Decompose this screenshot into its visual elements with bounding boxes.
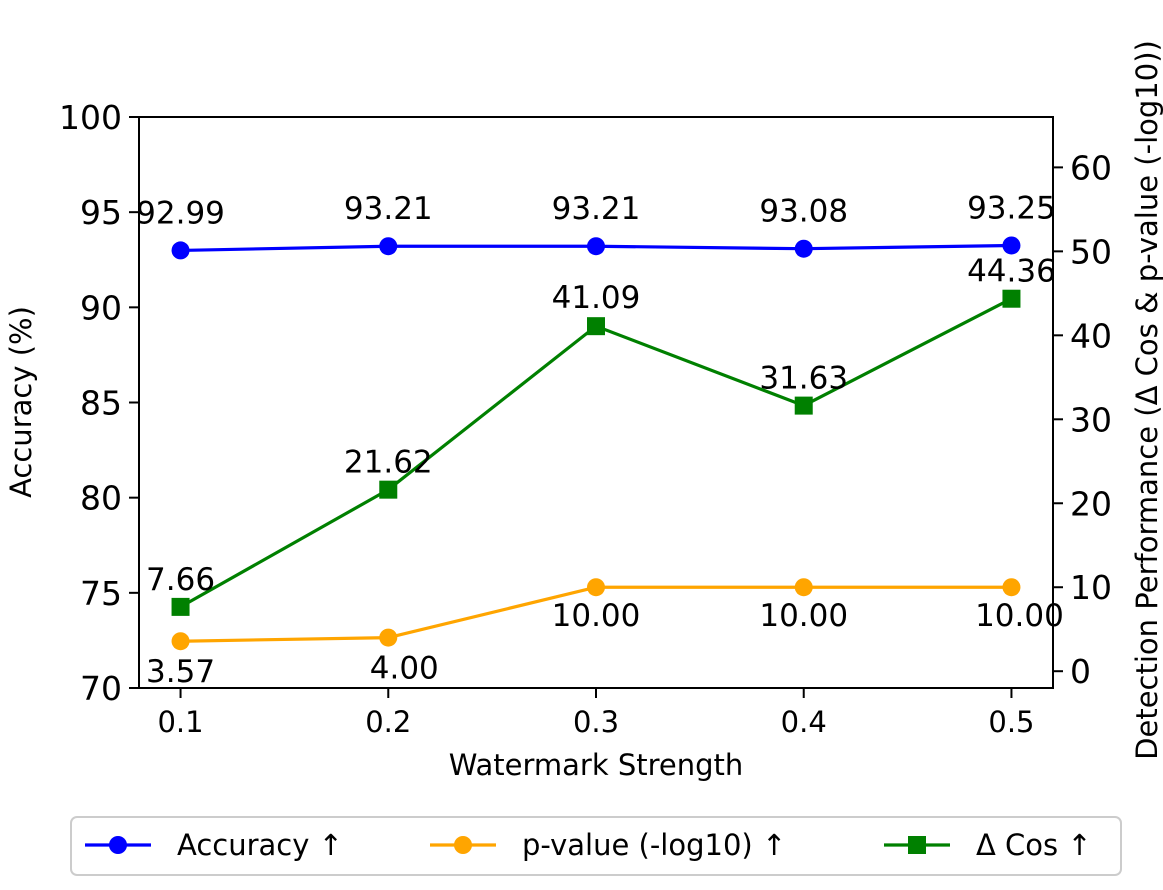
- y2-tick-label: 50: [1070, 232, 1112, 271]
- series-1-point: [379, 628, 398, 647]
- series-1-data-label: 4.00: [370, 651, 439, 687]
- y2-tick-label: 10: [1070, 568, 1112, 607]
- y2-tick-label: 40: [1070, 316, 1112, 355]
- legend: Accuracy ↑ p-value (-log10) ↑ Δ Cos ↑: [70, 816, 1122, 876]
- x-tick-label: 0.5: [988, 705, 1034, 739]
- series-1-point: [587, 578, 605, 597]
- y2-tick-label: 30: [1070, 400, 1112, 439]
- series-2-point: [1002, 289, 1021, 308]
- series-1-data-label: 10.00: [975, 598, 1064, 634]
- series-0-point: [379, 237, 398, 256]
- y-tick-label: 95: [80, 193, 122, 232]
- legend-swatch-marker: [454, 836, 472, 854]
- y-axis-left-title: Accuracy (%): [4, 306, 38, 498]
- series-0-point: [794, 239, 813, 258]
- series-0-point: [587, 237, 605, 256]
- y-axis-right-title: Detection Performance (Δ Cos & p-value (…: [1130, 40, 1163, 760]
- y-axis-right: 0 10 20 30 40 50 60: [1053, 148, 1112, 691]
- series-0-data-label: 93.21: [552, 191, 641, 227]
- series-1-data-label: 3.57: [146, 654, 215, 690]
- y-tick-label: 80: [80, 479, 122, 518]
- series-1-data-label: 10.00: [552, 598, 641, 634]
- series-1-point: [1002, 578, 1021, 597]
- series-2-point: [794, 396, 813, 415]
- legend-swatch-marker: [908, 836, 926, 854]
- y2-tick-label: 20: [1070, 484, 1112, 523]
- series-2-point: [379, 480, 398, 499]
- y2-tick-label: 0: [1070, 652, 1091, 691]
- series-0-data-label: 92.99: [136, 195, 225, 231]
- x-tick-label: 0.2: [365, 705, 411, 739]
- legend-label: Accuracy ↑: [177, 828, 343, 862]
- y-tick-label: 85: [80, 384, 122, 423]
- x-tick-label: 0.4: [781, 705, 827, 739]
- series-1-data-label: 10.00: [759, 598, 848, 634]
- y-axis-left: 70 75 80 85 90 95 100: [59, 98, 139, 708]
- series-0-point: [1002, 236, 1021, 255]
- legend-label: Δ Cos ↑: [976, 828, 1092, 862]
- series-1-point: [171, 632, 190, 651]
- y-tick-label: 70: [80, 669, 122, 708]
- series-2-point: [587, 317, 605, 336]
- x-tick-label: 0.1: [157, 705, 203, 739]
- series-2-data-label: 41.09: [552, 280, 641, 316]
- y-tick-label: 75: [80, 574, 122, 613]
- series-0-data-label: 93.08: [759, 194, 848, 230]
- series-1-point: [794, 578, 813, 597]
- legend-swatch-marker: [109, 836, 127, 854]
- series-2-data-label: 44.36: [967, 254, 1056, 290]
- series-0-data-label: 93.21: [344, 191, 433, 227]
- data-labels: 92.99 93.21 93.21 93.08 93.25 3.57 4.00 10.00 10…: [136, 190, 1064, 690]
- y-tick-label: 100: [59, 98, 122, 137]
- x-axis: 0.1 0.2 0.3 0.4 0.5: [157, 688, 1035, 739]
- series-0-point: [171, 241, 190, 260]
- legend-items: Accuracy ↑ p-value (-log10) ↑ Δ Cos ↑: [85, 828, 1092, 862]
- series-2-data-label: 31.63: [759, 361, 848, 397]
- x-tick-label: 0.3: [573, 705, 619, 739]
- y-tick-label: 90: [80, 288, 122, 327]
- series-2-data-label: 21.62: [344, 445, 433, 481]
- y2-tick-label: 60: [1070, 148, 1112, 187]
- series-line-2: [179, 297, 1013, 609]
- series-markers: [171, 236, 1021, 651]
- legend-label: p-value (-log10) ↑: [522, 828, 786, 862]
- legend-frame: [70, 816, 1122, 876]
- series-2-point: [171, 597, 190, 616]
- series-2-data-label: 7.66: [146, 562, 215, 598]
- x-axis-title: Watermark Strength: [449, 748, 744, 782]
- series-0-data-label: 93.25: [967, 190, 1056, 226]
